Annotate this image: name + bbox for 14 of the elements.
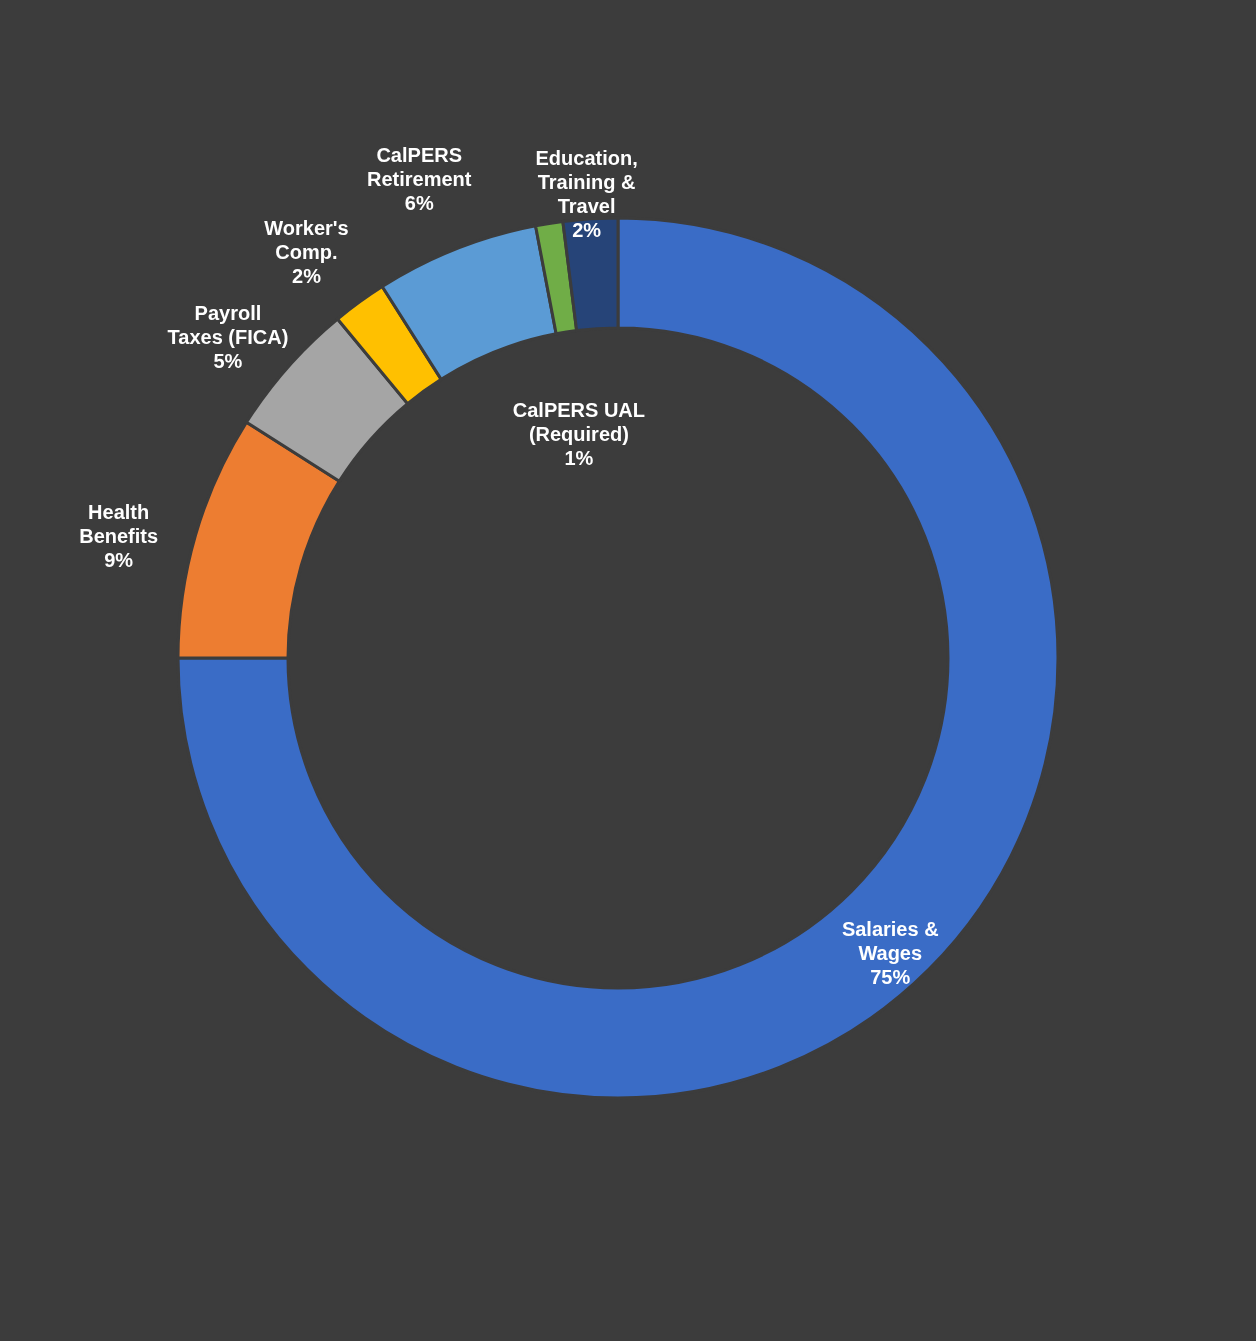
data-label: 9% [104,548,134,571]
slice-label: Health Benefits [79,500,159,547]
data-label: 1% [564,447,594,470]
slice-label: CalPERS UAL (Required) [512,399,646,446]
slice-label: CalPERS Retirement [366,143,472,190]
slice-label: Worker's Comp. [264,217,349,264]
data-label: 6% [404,191,434,214]
data-label: 2% [292,265,322,288]
slice-label: Payroll Taxes (FICA) [167,302,289,349]
slice-label: Salaries & Wages [841,918,939,965]
data-label: 5% [213,350,243,373]
slice-label: Education, Training & Travel [535,146,638,217]
data-label: 75% [870,966,911,989]
data-label: 2% [572,218,602,241]
